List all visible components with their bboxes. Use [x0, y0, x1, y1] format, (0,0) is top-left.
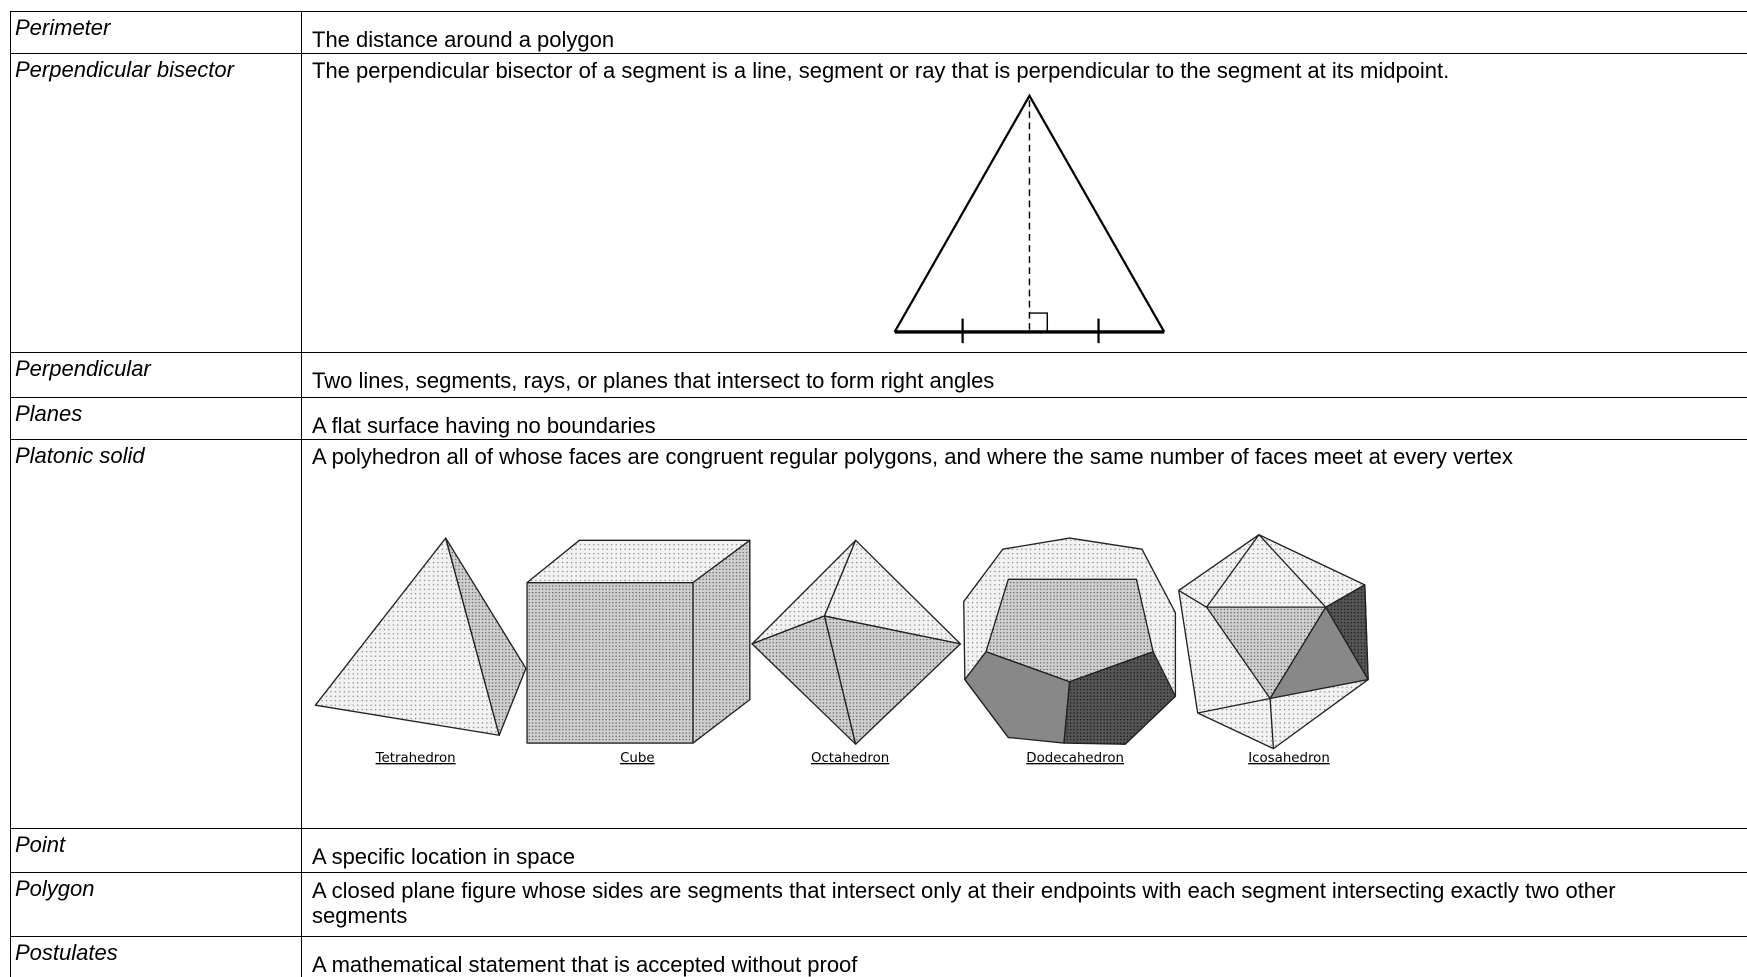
term: Perpendicular bisector — [10, 54, 301, 352]
cube-face — [692, 539, 751, 744]
table-row: Point A specific location in space — [10, 828, 1747, 872]
bisector-diagram — [893, 93, 1166, 344]
table-row: Postulates A mathematical statement that … — [10, 936, 1747, 977]
definition: A flat surface having no boundaries — [301, 398, 1747, 439]
tetrahedron-face — [445, 537, 527, 736]
definition: Two lines, segments, rays, or planes tha… — [301, 353, 1747, 397]
solid-label: Cube — [620, 751, 654, 766]
platonic-solids — [314, 534, 1369, 750]
definition: The distance around a polygon — [301, 12, 1747, 53]
definition: A polyhedron all of whose faces are cong… — [301, 440, 1747, 828]
table-row: Polygon A closed plane figure whose sides… — [10, 872, 1747, 936]
tetrahedron-face — [314, 537, 500, 736]
definition: A specific location in space — [301, 829, 1747, 872]
solid-label: Tetrahedron — [375, 751, 456, 766]
term: Postulates — [10, 937, 301, 977]
right-angle — [1029, 312, 1049, 332]
solid-label: Icosahedron — [1248, 751, 1330, 766]
icosahedron-edges — [1197, 697, 1275, 749]
triangle-sides — [893, 93, 1166, 333]
definition: A closed plane figure whose sides are se… — [301, 873, 1747, 936]
table-row: Perimeter The distance around a polygon — [10, 11, 1747, 53]
term: Polygon — [10, 873, 301, 936]
table-row: Platonic solid A polyhedron all of whose … — [10, 439, 1747, 828]
definition: A mathematical statement that is accepte… — [301, 937, 1747, 977]
table-row: Planes A flat surface having no boundarie… — [10, 397, 1747, 439]
term: Point — [10, 829, 301, 872]
dodecahedron-face — [1063, 651, 1177, 745]
term: Perimeter — [10, 12, 301, 53]
solid-label: Octahedron — [811, 751, 889, 766]
table-row: Perpendicular bisector The perpendicular … — [10, 53, 1747, 352]
term: Perpendicular — [10, 353, 301, 397]
term: Platonic solid — [10, 440, 301, 828]
icosahedron-edges — [1178, 534, 1366, 608]
table-row: Perpendicular Two lines, segments, rays, … — [10, 352, 1747, 397]
octahedron-face — [823, 615, 962, 745]
solid-label: Dodecahedron — [1026, 751, 1124, 766]
term: Planes — [10, 398, 301, 439]
definition: The perpendicular bisector of a segment … — [301, 54, 1747, 352]
cube-face — [526, 581, 694, 744]
